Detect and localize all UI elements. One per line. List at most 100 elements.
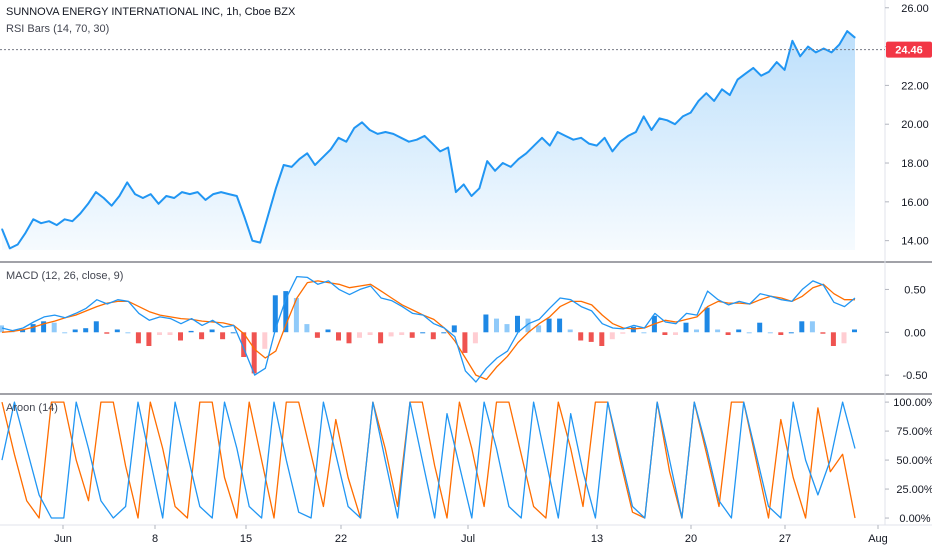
price-axis[interactable]: 26.0024.0022.0020.0018.0016.0014.0024.46… — [885, 3, 932, 525]
price-point — [32, 218, 34, 220]
macd-histogram-bar — [357, 332, 362, 338]
price-point — [134, 193, 136, 195]
macd-histogram-bar — [420, 332, 426, 334]
price-point — [1, 228, 3, 230]
symbol-title[interactable]: SUNNOVA ENERGY INTERNATIONAL INC, 1h, Cb… — [6, 6, 296, 18]
macd-histogram-bar — [788, 332, 794, 334]
price-point — [244, 216, 246, 218]
price-point — [510, 166, 512, 168]
macd-histogram-bar — [30, 324, 36, 333]
macd-legend[interactable]: MACD (12, 26, close, 9) — [6, 270, 124, 282]
macd-histogram-bar — [325, 329, 331, 333]
price-point — [9, 247, 11, 249]
last-price-badge — [886, 41, 932, 58]
aroon-tick-label: 75.00% — [896, 426, 932, 438]
price-point — [705, 92, 707, 94]
price-point — [56, 224, 58, 226]
price-point — [24, 232, 27, 234]
price-point — [830, 51, 833, 54]
macd-histogram-bar — [778, 332, 784, 335]
macd-histogram-bar — [220, 332, 226, 340]
macd-panel[interactable] — [0, 275, 857, 383]
price-point — [611, 150, 614, 152]
price-point — [752, 67, 754, 69]
price-point — [721, 88, 723, 90]
time-tick-label: Jul — [461, 533, 475, 545]
macd-histogram-bar — [483, 314, 489, 333]
price-point — [353, 127, 355, 129]
price-point — [220, 191, 222, 193]
macd-histogram-bar — [167, 332, 173, 335]
macd-histogram-bar — [272, 295, 278, 333]
price-point — [784, 69, 786, 71]
macd-histogram-bar — [504, 324, 510, 333]
macd-histogram-bar — [125, 332, 131, 334]
macd-histogram-bar — [314, 332, 320, 338]
price-point — [165, 195, 167, 197]
price-point — [690, 112, 692, 114]
price-point — [729, 94, 731, 96]
price-point — [643, 115, 645, 117]
price-point — [776, 61, 778, 63]
price-point — [392, 133, 394, 135]
price-point — [549, 145, 551, 147]
macd-histogram-bar — [673, 332, 678, 335]
price-point — [674, 123, 676, 125]
price-panel[interactable] — [0, 30, 885, 251]
aroon-legend[interactable]: Aroon (14) — [6, 402, 58, 414]
macd-histogram-bar — [367, 332, 373, 335]
price-point — [494, 170, 496, 172]
price-point — [635, 131, 637, 133]
price-point — [588, 143, 590, 145]
time-tick-label: 13 — [591, 533, 603, 545]
price-point — [650, 129, 653, 131]
macd-histogram-bar — [262, 332, 268, 349]
price-point — [580, 137, 582, 139]
price-point — [455, 191, 457, 193]
price-point — [314, 164, 316, 166]
macd-histogram-bar — [451, 325, 457, 333]
macd-histogram-bar — [620, 332, 626, 334]
price-point — [87, 203, 89, 205]
macd-histogram-bar — [441, 332, 447, 334]
macd-histogram-bar — [578, 332, 584, 341]
macd-tick-label: -0.50 — [902, 370, 927, 382]
price-point — [439, 150, 441, 152]
price-point — [298, 158, 300, 160]
macd-histogram-bar — [430, 332, 436, 340]
macd-histogram-bar — [135, 332, 141, 344]
price-point — [275, 187, 277, 189]
macd-histogram-bar — [525, 318, 531, 333]
price-point — [251, 240, 253, 242]
aroon-panel[interactable] — [1, 401, 856, 519]
price-point — [768, 71, 770, 73]
price-point — [330, 148, 332, 150]
time-tick-label: 22 — [335, 533, 347, 545]
macd-histogram-bar — [409, 332, 415, 338]
macd-histogram-bar — [41, 321, 47, 333]
time-axis[interactable]: Jun 8 15 22 Jul 13 20 27 Aug — [54, 525, 888, 545]
price-point — [517, 158, 520, 160]
price-point — [95, 191, 97, 193]
macd-histogram-bar — [820, 332, 826, 334]
price-point — [189, 193, 191, 195]
macd-histogram-bar — [0, 325, 4, 333]
macd-histogram-bar — [399, 332, 405, 335]
aroon-tick-label: 50.00% — [896, 455, 932, 467]
macd-histogram-bar — [378, 332, 384, 344]
macd-histogram-bar — [609, 332, 615, 340]
price-point — [126, 181, 128, 183]
rsi-bars-legend[interactable]: RSI Bars (14, 70, 30) — [6, 23, 110, 35]
price-point — [79, 212, 81, 215]
price-point — [322, 156, 324, 158]
price-tick-label: 22.00 — [901, 80, 929, 92]
price-point — [682, 115, 684, 117]
macd-histogram-bar — [104, 332, 110, 334]
macd-line — [1, 275, 856, 383]
price-point — [744, 73, 747, 75]
price-point — [369, 129, 371, 131]
price-point — [557, 131, 559, 133]
macd-histogram-bar — [93, 321, 99, 333]
price-point — [431, 143, 433, 145]
